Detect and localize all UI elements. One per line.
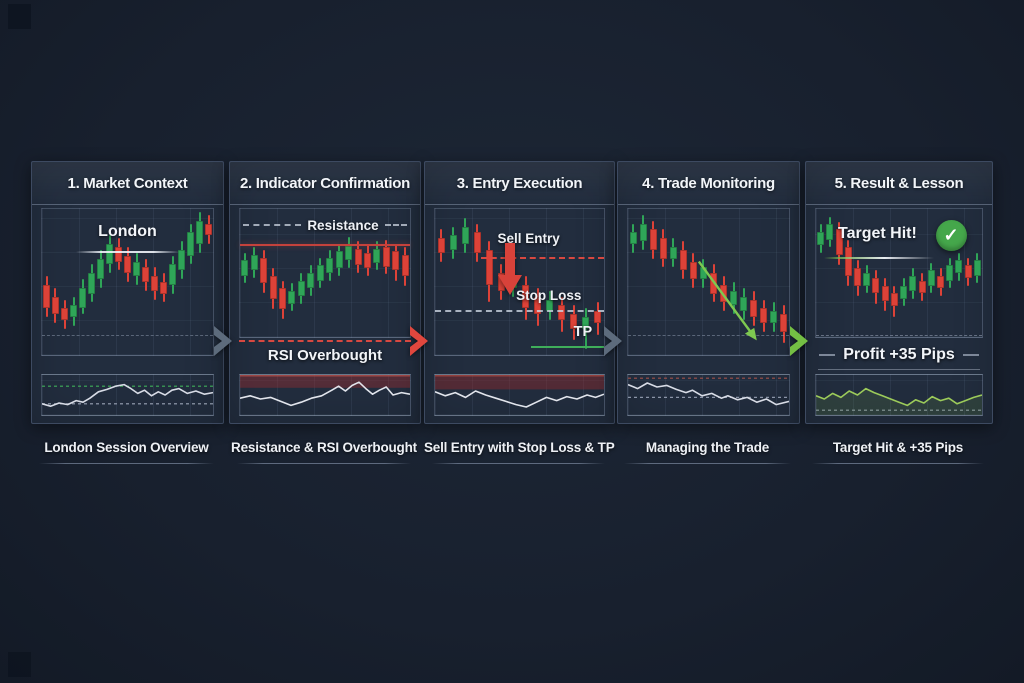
take-profit-line xyxy=(531,346,604,349)
check-icon: ✓ xyxy=(935,220,967,251)
rsi-overbought-zone: RSI Overbought xyxy=(239,338,411,372)
dashed-gridline xyxy=(816,335,982,336)
panel-title: 4. Trade Monitoring xyxy=(642,174,775,192)
target-hit-label: Target Hit! xyxy=(838,225,917,242)
resistance-line-row: Resistance xyxy=(243,217,407,233)
panel-header: 5. Result & Lesson xyxy=(806,162,992,205)
trend-arrow-icon xyxy=(628,209,757,341)
candlestick-chart: Sell Entry Stop Loss TP xyxy=(434,208,605,356)
panel-header: 4. Trade Monitoring xyxy=(618,162,799,205)
panel-title: 5. Result & Lesson xyxy=(834,174,964,192)
flow-arrow-icon xyxy=(604,326,622,356)
candlestick-chart: Resistance xyxy=(239,208,411,338)
resistance-level-line xyxy=(240,243,410,246)
arrow-shaft xyxy=(504,242,515,275)
panel-indicator-confirmation: 2. Indicator Confirmation Resistance RSI… xyxy=(229,161,421,424)
profit-label: Profit +35 Pips xyxy=(843,346,955,363)
label-underline xyxy=(824,257,934,259)
caption-underline xyxy=(812,463,984,464)
rsi-indicator-chart xyxy=(434,374,605,416)
side-dash xyxy=(819,354,836,356)
caption-step-2: Resistance & RSI Overbought xyxy=(229,439,419,464)
caption-underline xyxy=(431,463,606,464)
caption-step-5: Target Hit & +35 Pips xyxy=(805,439,991,464)
flow-arrow-icon xyxy=(410,326,428,356)
panel-title: 2. Indicator Confirmation xyxy=(239,174,410,192)
panel-entry-execution: 3. Entry Execution Sell Entry Stop Loss … xyxy=(424,161,615,424)
candlestick-chart xyxy=(627,208,790,356)
dashed-gridline xyxy=(628,334,789,336)
profit-zone: Profit +35 Pips xyxy=(815,338,983,372)
rsi-indicator-chart xyxy=(41,374,214,416)
resistance-dashed-line xyxy=(384,224,407,227)
caption-step-4: Managing the Trade xyxy=(617,439,798,464)
panel-result-lesson: 5. Result & Lesson Target Hit! ✓ Profit … xyxy=(805,161,993,424)
check-glyph: ✓ xyxy=(943,225,959,245)
caption-text: Target Hit & +35 Pips xyxy=(832,440,964,455)
caption-underline xyxy=(38,463,215,464)
corner-mark xyxy=(8,652,31,677)
caption-step-1: London Session Overview xyxy=(31,439,222,464)
overbought-dashed-line xyxy=(239,340,411,342)
stop-loss-line xyxy=(435,309,604,312)
stop-loss-label: Stop Loss xyxy=(516,287,582,303)
panel-header: 2. Indicator Confirmation xyxy=(230,162,420,205)
flow-arrow-icon xyxy=(790,326,808,356)
resistance-label: Resistance xyxy=(307,217,379,233)
side-dash xyxy=(962,354,979,356)
caption-text: Resistance & RSI Overbought xyxy=(231,440,417,455)
take-profit-label: TP xyxy=(573,324,593,341)
panel-title: 1. Market Context xyxy=(67,174,188,192)
sell-entry-label: Sell Entry xyxy=(497,230,560,246)
resistance-dashed-line xyxy=(243,224,302,227)
caption-text: Sell Entry with Stop Loss & TP xyxy=(424,440,615,455)
panel-market-context: 1. Market Context London xyxy=(31,161,224,424)
candlestick-chart: London xyxy=(41,208,214,356)
caption-step-3: Sell Entry with Stop Loss & TP xyxy=(424,439,615,464)
panel-header: 3. Entry Execution xyxy=(425,162,614,205)
sell-entry-line xyxy=(480,257,604,260)
rsi-overbought-label: RSI Overbought xyxy=(267,346,383,364)
profit-row: Profit +35 Pips xyxy=(819,346,979,364)
panel-title: 3. Entry Execution xyxy=(456,174,583,192)
candlestick-chart: Target Hit! ✓ xyxy=(815,208,983,338)
dashed-gridline xyxy=(42,334,213,336)
rsi-indicator-chart xyxy=(239,374,411,416)
arrow-head xyxy=(497,274,522,295)
session-label: London xyxy=(98,223,157,240)
caption-text: Managing the Trade xyxy=(645,440,770,455)
flow-arrow-icon xyxy=(214,326,232,356)
corner-mark xyxy=(8,4,31,29)
panel-header: 1. Market Context xyxy=(32,162,223,205)
caption-underline xyxy=(236,463,412,464)
rsi-indicator-chart xyxy=(627,374,790,416)
sell-arrow-icon xyxy=(497,242,522,295)
caption-text: London Session Overview xyxy=(44,440,209,455)
separator-line xyxy=(818,369,980,370)
caption-underline xyxy=(624,463,791,464)
label-underline xyxy=(76,251,179,253)
panel-trade-monitoring: 4. Trade Monitoring xyxy=(617,161,800,424)
profit-indicator-chart xyxy=(815,374,983,416)
